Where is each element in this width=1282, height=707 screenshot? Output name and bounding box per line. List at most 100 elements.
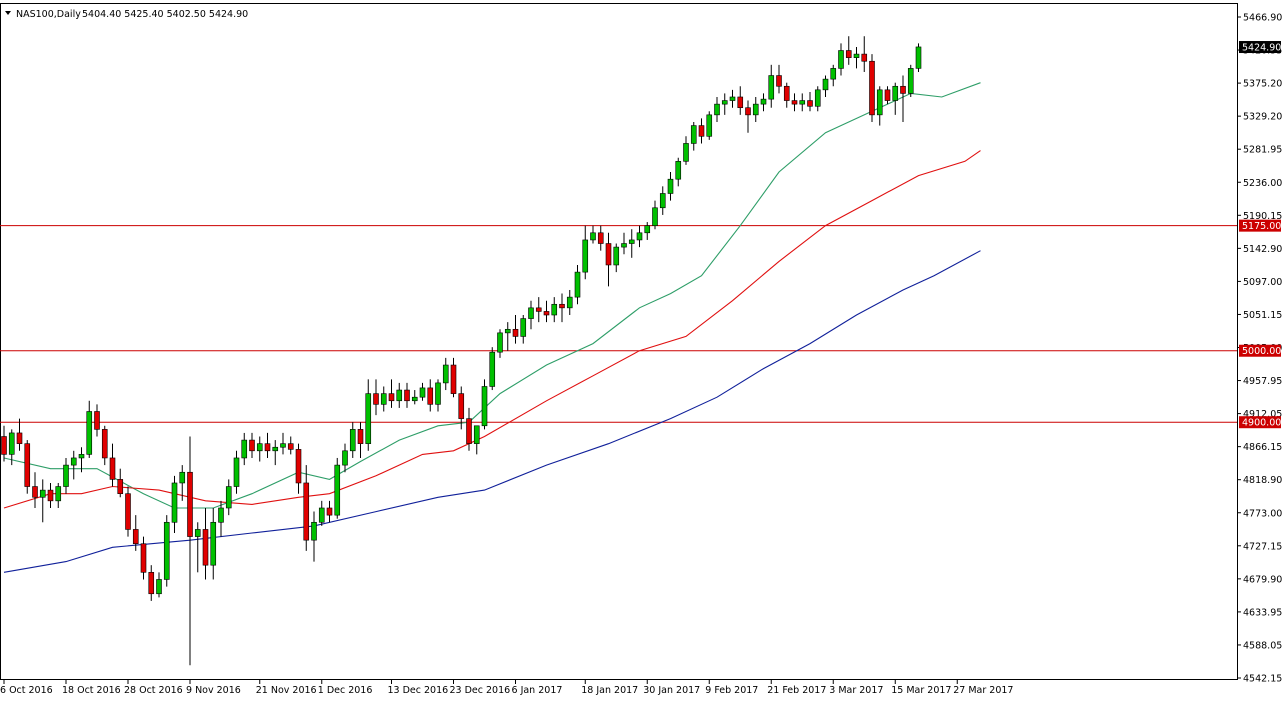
candle [535, 297, 542, 323]
levels-layer [0, 225, 1237, 423]
candle-body [70, 457, 77, 466]
candle-body [78, 454, 85, 459]
candle [94, 404, 100, 437]
candle-body [86, 411, 93, 455]
candle-body [838, 50, 844, 69]
candle [24, 440, 31, 494]
candle-body [225, 486, 232, 509]
candle-body [683, 143, 689, 162]
candle-body [140, 543, 147, 573]
candle [109, 443, 116, 487]
level-price-label: 5000.00 [1242, 346, 1281, 357]
candle [512, 314, 519, 344]
candle [101, 425, 108, 466]
candle [442, 357, 449, 391]
candle-body [450, 364, 457, 394]
candle [16, 418, 23, 451]
candle-body [357, 429, 364, 444]
y-tick-label: 4588.05 [1243, 640, 1282, 651]
candle [125, 486, 131, 537]
candle [729, 89, 736, 108]
candle-body [752, 103, 759, 116]
candle-body [621, 243, 627, 248]
candle-body [311, 521, 317, 541]
candle-body [714, 103, 720, 116]
x-tick-label: 6 Oct 2016 [0, 685, 53, 696]
candle [70, 450, 77, 480]
candle-body [799, 100, 806, 105]
candle [86, 400, 93, 458]
candle-body [675, 161, 682, 180]
candle-body [535, 307, 542, 312]
candle-body [280, 443, 286, 448]
candle [838, 43, 844, 76]
candle [32, 472, 38, 508]
level-price-label: 4900.00 [1242, 418, 1281, 429]
candle [504, 322, 511, 351]
candle [342, 443, 348, 473]
candle-body [892, 85, 899, 101]
candle-body [597, 232, 604, 244]
candle-body [241, 439, 248, 459]
candle [249, 432, 255, 458]
candle [411, 390, 418, 405]
candle [427, 379, 434, 412]
candle [388, 379, 395, 408]
candle [264, 432, 271, 458]
candle [543, 300, 550, 323]
x-tick-label: 18 Oct 2016 [62, 685, 121, 696]
candle-body [16, 432, 23, 444]
candle-body [876, 89, 883, 116]
candle-body [419, 387, 426, 398]
candle [675, 157, 682, 187]
x-tick-label: 28 Oct 2016 [124, 685, 183, 696]
candle [659, 186, 666, 215]
candle-body [55, 486, 62, 502]
candle-body [303, 482, 310, 541]
candle [380, 386, 387, 412]
candle-body [551, 303, 558, 316]
candle [481, 379, 488, 430]
candle [280, 432, 286, 455]
candle-body [264, 443, 271, 452]
candle [869, 54, 875, 123]
candle [690, 122, 697, 151]
y-tick-label: 4866.15 [1243, 442, 1282, 453]
y-tick-label: 4818.90 [1243, 475, 1282, 486]
candle [473, 425, 480, 455]
candle [892, 82, 899, 115]
candle [915, 43, 922, 72]
x-tick-label: 18 Jan 2017 [581, 685, 638, 696]
candle-body [179, 471, 186, 484]
candle [179, 465, 186, 501]
candle-body [869, 60, 875, 116]
x-tick-label: 21 Feb 2017 [767, 685, 826, 696]
current-price-tag [1239, 41, 1281, 54]
candle-body [466, 418, 472, 444]
candle [551, 297, 558, 323]
candle [404, 382, 410, 408]
candle [458, 386, 465, 430]
candle-body [807, 100, 813, 107]
y-tick-label: 5236.00 [1243, 178, 1282, 189]
candle-body [760, 98, 767, 105]
x-tick-label: 9 Feb 2017 [705, 685, 758, 696]
candle-body [404, 389, 410, 402]
candle [148, 565, 155, 601]
x-tick-label: 1 Dec 2016 [318, 685, 373, 696]
candle [783, 82, 790, 108]
candle [528, 300, 534, 330]
candle [163, 515, 170, 587]
candle [597, 225, 604, 251]
candle-body [427, 387, 434, 405]
candle-body [101, 429, 108, 459]
candle [349, 422, 356, 458]
triangle-down-icon[interactable] [5, 11, 11, 15]
candle [667, 172, 674, 201]
candle-body [117, 479, 124, 494]
candle [799, 93, 806, 112]
candle-body [559, 303, 565, 309]
candle [326, 500, 333, 523]
